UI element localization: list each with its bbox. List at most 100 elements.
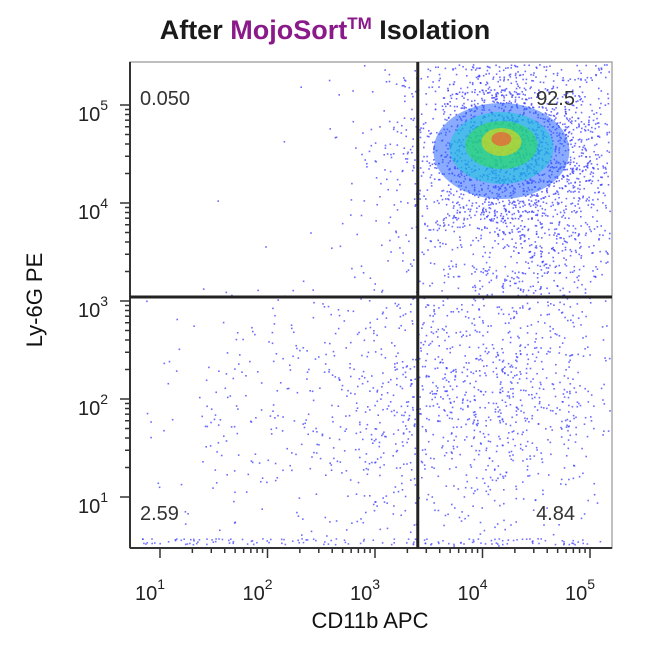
- event-dot: [401, 482, 403, 485]
- event-dot: [414, 484, 417, 486]
- event-dot: [483, 482, 486, 484]
- event-dot: [201, 415, 203, 418]
- event-dot: [479, 280, 481, 282]
- event-dot: [249, 360, 251, 363]
- event-dot: [578, 123, 580, 125]
- event-dot: [368, 150, 371, 153]
- event-dot: [556, 235, 558, 237]
- event-dot: [442, 304, 445, 306]
- event-dot: [532, 378, 534, 380]
- event-dot: [504, 208, 507, 211]
- event-dot: [556, 72, 559, 75]
- event-dot: [433, 392, 436, 395]
- event-dot: [491, 391, 494, 394]
- event-dot: [472, 286, 474, 288]
- event-dot: [397, 352, 399, 354]
- event-dot: [354, 276, 356, 279]
- event-dot: [313, 301, 315, 304]
- event-dot: [535, 203, 537, 206]
- event-dot: [426, 160, 428, 163]
- event-dot: [573, 281, 576, 283]
- event-dot: [272, 410, 274, 412]
- event-dot: [497, 543, 499, 545]
- event-dot: [375, 177, 378, 179]
- quadrant-upper-right-label: 92.5: [536, 88, 575, 110]
- event-dot: [601, 176, 603, 179]
- event-dot: [473, 266, 475, 269]
- event-dot: [567, 101, 570, 104]
- event-dot: [204, 425, 207, 428]
- event-dot: [444, 274, 446, 277]
- event-dot: [603, 383, 605, 386]
- event-dot: [511, 382, 513, 384]
- event-dot: [508, 203, 510, 206]
- event-dot: [343, 539, 346, 541]
- event-dot: [443, 224, 446, 226]
- event-dot: [605, 207, 607, 209]
- event-dot: [577, 279, 580, 282]
- event-dot: [599, 107, 601, 109]
- event-dot: [545, 113, 548, 115]
- event-dot: [330, 539, 332, 542]
- event-dot: [406, 542, 408, 544]
- event-dot: [482, 91, 485, 94]
- event-dot: [510, 524, 512, 526]
- event-dot: [513, 277, 515, 280]
- event-dot: [580, 255, 583, 257]
- event-dot: [565, 134, 567, 136]
- event-dot: [272, 404, 275, 406]
- event-dot: [354, 448, 357, 451]
- event-dot: [511, 213, 514, 216]
- event-dot: [443, 329, 445, 331]
- event-dot: [441, 445, 444, 447]
- event-dot: [461, 371, 464, 374]
- event-dot: [376, 334, 378, 337]
- event-dot: [514, 99, 517, 101]
- event-dot: [296, 347, 298, 350]
- event-dot: [563, 542, 565, 545]
- event-dot: [516, 356, 519, 359]
- event-dot: [568, 411, 570, 413]
- event-dot: [544, 208, 547, 211]
- event-dot: [396, 178, 399, 181]
- event-dot: [266, 481, 268, 484]
- event-dot: [505, 222, 507, 225]
- event-dot: [447, 224, 450, 226]
- event-dot: [519, 447, 522, 450]
- event-dot: [521, 280, 524, 283]
- event-dot: [463, 263, 466, 266]
- event-dot: [569, 159, 572, 161]
- event-dot: [508, 199, 510, 202]
- event-dot: [577, 117, 580, 120]
- event-dot: [546, 189, 548, 192]
- event-dot: [369, 277, 372, 279]
- event-dot: [597, 168, 599, 170]
- event-dot: [557, 193, 560, 196]
- event-dot: [558, 224, 560, 226]
- event-dot: [563, 209, 565, 212]
- event-dot: [572, 92, 574, 95]
- event-dot: [504, 265, 507, 268]
- event-dot: [566, 91, 569, 93]
- event-dot: [457, 311, 460, 313]
- event-dot: [570, 191, 572, 193]
- event-dot: [556, 102, 558, 105]
- event-dot: [478, 449, 481, 452]
- event-dot: [446, 367, 448, 370]
- event-dot: [522, 431, 524, 433]
- event-dot: [424, 340, 426, 343]
- event-dot: [604, 122, 607, 125]
- event-dot: [580, 72, 582, 75]
- event-dot: [449, 268, 451, 270]
- event-dot: [461, 91, 464, 94]
- event-dot: [349, 367, 351, 369]
- event-dot: [496, 98, 498, 100]
- event-dot: [351, 182, 353, 185]
- event-dot: [597, 67, 600, 70]
- event-dot: [235, 338, 238, 341]
- event-dot: [575, 107, 578, 109]
- event-dot: [495, 64, 497, 67]
- event-dot: [357, 385, 359, 388]
- event-dot: [487, 433, 490, 436]
- event-dot: [548, 228, 550, 231]
